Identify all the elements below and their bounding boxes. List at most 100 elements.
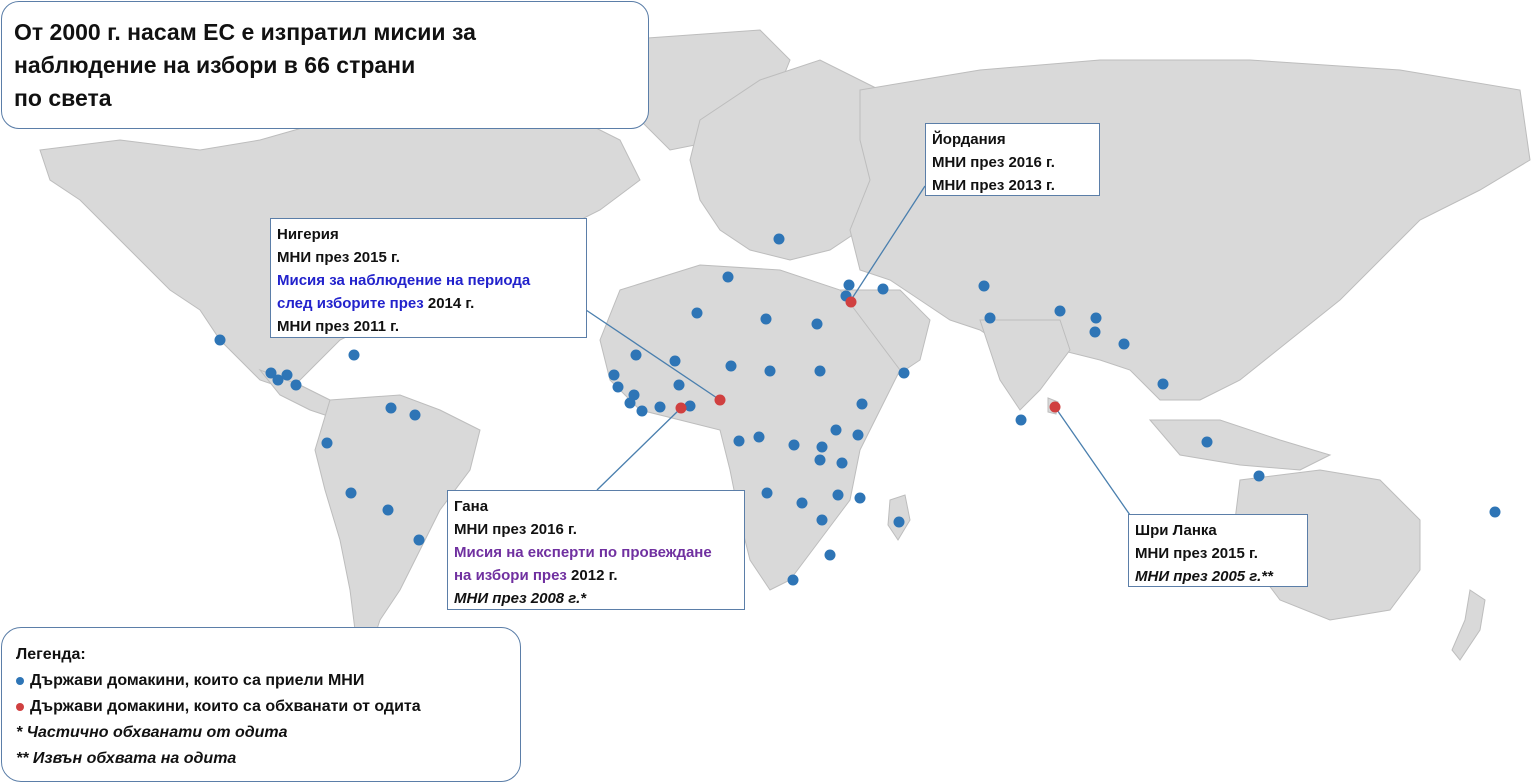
legend-note-outside: ** Извън обхвата на одита [16,750,237,767]
host-country-marker [385,402,397,414]
host-country-marker [1089,326,1101,338]
host-country-marker [345,487,357,499]
srilanka-callout: Шри Ланка МНИ през 2015 г. МНИ през 2005… [1128,514,1308,587]
host-country-marker [290,379,302,391]
ghana-mission-3: МНИ през 2008 г.* [454,590,587,607]
legend-host-row: Държави домакини, които са приели МНИ [16,668,506,694]
ghana-mission-2b-year: 2012 г. [566,567,618,584]
host-country-marker [856,398,868,410]
title-box: От 2000 г. насам ЕС е изпратил мисии за … [1,1,649,129]
host-country-markers [214,233,1501,586]
host-country-marker [824,549,836,561]
ghana-leader-line [596,407,682,491]
host-country-marker [608,369,620,381]
host-country-marker [753,431,765,443]
ghana-callout: Гана МНИ през 2016 г. Мисия на експерти … [447,490,745,610]
jordan-name: Йордания [932,131,1006,148]
nigeria-mission-2b-text: след изборите през [277,295,424,312]
host-country-marker [281,369,293,381]
host-country-marker [1118,338,1130,350]
host-country-marker [773,233,785,245]
ghana-marker [675,402,687,414]
host-country-marker [978,280,990,292]
srilanka-mission-2: МНИ през 2005 г.** [1135,568,1273,585]
srilanka-name: Шри Ланка [1135,522,1217,539]
host-country-marker [1090,312,1102,324]
host-country-marker [788,439,800,451]
host-country-marker [321,437,333,449]
host-country-marker [811,318,823,330]
nigeria-mission-1: МНИ през 2015 г. [277,249,400,266]
host-dot-icon [16,676,24,685]
host-country-marker [409,409,421,421]
host-country-marker [413,534,425,546]
host-country-marker [612,381,624,393]
nigeria-mission-2b: след изборите през 2014 г. [277,292,580,315]
host-country-marker [852,429,864,441]
srilanka-mission-1: МНИ през 2015 г. [1135,545,1258,562]
legend-box: Легенда: Държави домакини, които са прие… [1,627,521,782]
host-country-marker [814,365,826,377]
host-country-marker [816,514,828,526]
ghana-mission-2b: на избори през 2012 г. [454,564,738,587]
audit-dot-icon [16,702,24,711]
ghana-mission-2a: Мисия на експерти по провеждане [454,544,712,561]
ghana-name: Гана [454,498,489,515]
host-country-marker [893,516,905,528]
host-country-marker [761,487,773,499]
jordan-mission-1: МНИ през 2016 г. [932,154,1055,171]
nigeria-callout: Нигерия МНИ през 2015 г. Мисия за наблюд… [270,218,587,338]
india-landmass [979,319,1071,411]
host-country-marker [1054,305,1066,317]
host-country-marker [272,374,284,386]
host-country-marker [836,457,848,469]
ghana-mission-2b-text: на избори през [454,567,567,584]
nigeria-mission-2b-year: 2014 г. [423,295,475,312]
jordan-marker [845,296,857,308]
host-country-marker [1201,436,1213,448]
host-country-marker [814,454,826,466]
ghana-mission-1: МНИ през 2016 г. [454,521,577,538]
host-country-marker [673,379,685,391]
host-country-marker [854,492,866,504]
host-country-marker [733,435,745,447]
host-country-marker [1489,506,1501,518]
host-country-marker [816,441,828,453]
host-country-marker [832,489,844,501]
host-country-marker [1253,470,1265,482]
asia-landmass [849,59,1531,401]
host-country-marker [760,313,772,325]
jordan-leader-line [850,185,926,301]
jordan-callout: Йордания МНИ през 2016 г. МНИ през 2013 … [925,123,1100,196]
host-country-marker [265,367,277,379]
host-country-marker [348,349,360,361]
host-country-marker [787,574,799,586]
nigeria-mission-2a: Мисия за наблюдение на периода [277,272,531,289]
host-country-marker [830,424,842,436]
host-country-marker [630,349,642,361]
legend-audit-row: Държави домакини, които са обхванати от … [16,694,506,720]
nigeria-name: Нигерия [277,226,339,243]
host-country-marker [843,279,855,291]
south-america-landmass [314,394,481,662]
host-country-marker [764,365,776,377]
nigeria-mission-3: МНИ през 2011 г. [277,318,400,335]
srilanka-marker [1049,401,1061,413]
srilanka-leader-line [1054,406,1131,516]
host-country-marker [796,497,808,509]
legend-host-label: Държави домакини, които са приели МНИ [30,672,365,689]
map-title: От 2000 г. насам ЕС е изпратил мисии за … [14,19,476,111]
host-country-marker [984,312,996,324]
host-country-marker [1015,414,1027,426]
jordan-mission-2: МНИ през 2013 г. [932,177,1055,194]
europe-landmass [689,59,901,261]
indonesia-landmass [1148,419,1332,471]
host-country-marker [877,283,889,295]
host-country-marker [624,397,636,409]
new-zealand-landmass [1451,589,1486,661]
host-country-marker [382,504,394,516]
legend-note-partial: * Частично обхванати от одита [16,724,288,741]
host-country-marker [654,401,666,413]
host-country-marker [722,271,734,283]
host-country-marker [636,405,648,417]
